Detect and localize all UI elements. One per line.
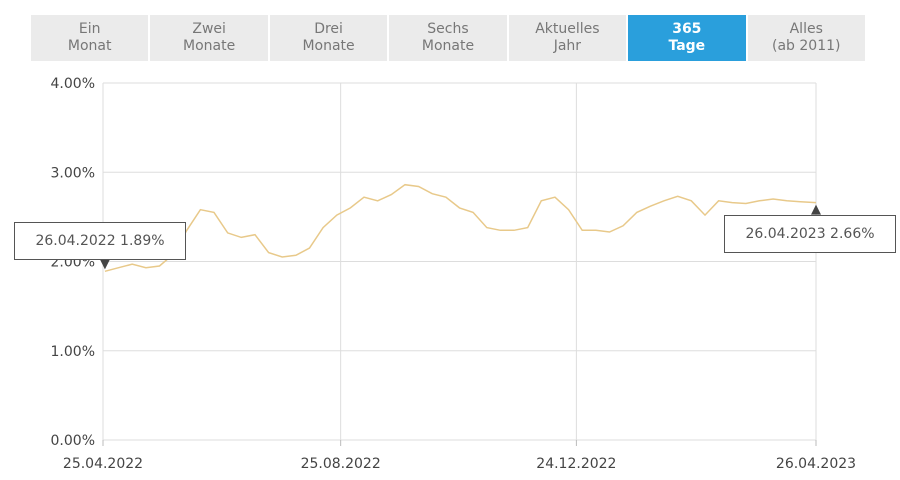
tab-label-line2: (ab 2011) xyxy=(772,38,841,54)
tab-label-line1: Sechs xyxy=(427,21,469,37)
tab-label-line1: Drei xyxy=(314,21,343,37)
y-tick-label: 3.00% xyxy=(51,165,95,181)
x-tick-label: 26.04.2023 xyxy=(776,456,856,472)
tab-label-line2: Tage xyxy=(668,38,706,54)
x-tick-label: 25.04.2022 xyxy=(63,456,143,472)
rate-line xyxy=(104,183,817,273)
tab-label-line2: Monate xyxy=(421,38,475,54)
tab-drei[interactable]: Drei Monate xyxy=(269,15,388,61)
start-marker xyxy=(99,259,110,270)
tab-zwei[interactable]: Zwei Monate xyxy=(150,15,268,61)
tab-label-line2: Monate xyxy=(302,38,355,54)
tab-label-line1: Aktuelles xyxy=(535,21,600,37)
start-value-callout: 26.04.2022 1.89% xyxy=(14,222,186,260)
tab-ein[interactable]: Ein Monat xyxy=(31,15,149,61)
end-marker xyxy=(811,204,821,215)
axis-layer: 0.00%1.00%2.00%3.00%4.00%25.04.2022 25.08… xyxy=(51,76,857,472)
y-tick-label: 4.00% xyxy=(51,76,95,92)
tab-label-line1: Zwei xyxy=(192,21,226,37)
tab-label-line2: Monat xyxy=(67,38,112,54)
tab-label-line2: Monate xyxy=(183,38,236,54)
x-tick-label: 25.08.2022 xyxy=(301,456,381,472)
y-tick-label: 1.00% xyxy=(51,344,95,360)
grid-layer xyxy=(102,82,817,441)
tab-sechs[interactable]: Sechs Monate xyxy=(389,15,507,61)
x-tick-label: 24.12.2022 xyxy=(536,456,616,472)
tab-aktuelles[interactable]: Aktuelles Jahr xyxy=(508,15,627,61)
tab-label-line2: Jahr xyxy=(553,38,582,54)
tab-365[interactable]: 365 Tage xyxy=(628,15,746,61)
end-value-callout: 26.04.2023 2.66% xyxy=(724,215,896,253)
tab-label-line1: 365 xyxy=(672,21,702,37)
tab-label-line1: Ein xyxy=(78,21,101,37)
y-tick-label: 0.00% xyxy=(51,433,95,449)
time-range-tabs: Ein Monat Zwei Monate Drei Monate Sechs Monate A… xyxy=(31,15,867,61)
tab-label-line1: Alles xyxy=(789,21,823,37)
tab-alles[interactable]: Alles (ab 2011) xyxy=(747,15,865,61)
